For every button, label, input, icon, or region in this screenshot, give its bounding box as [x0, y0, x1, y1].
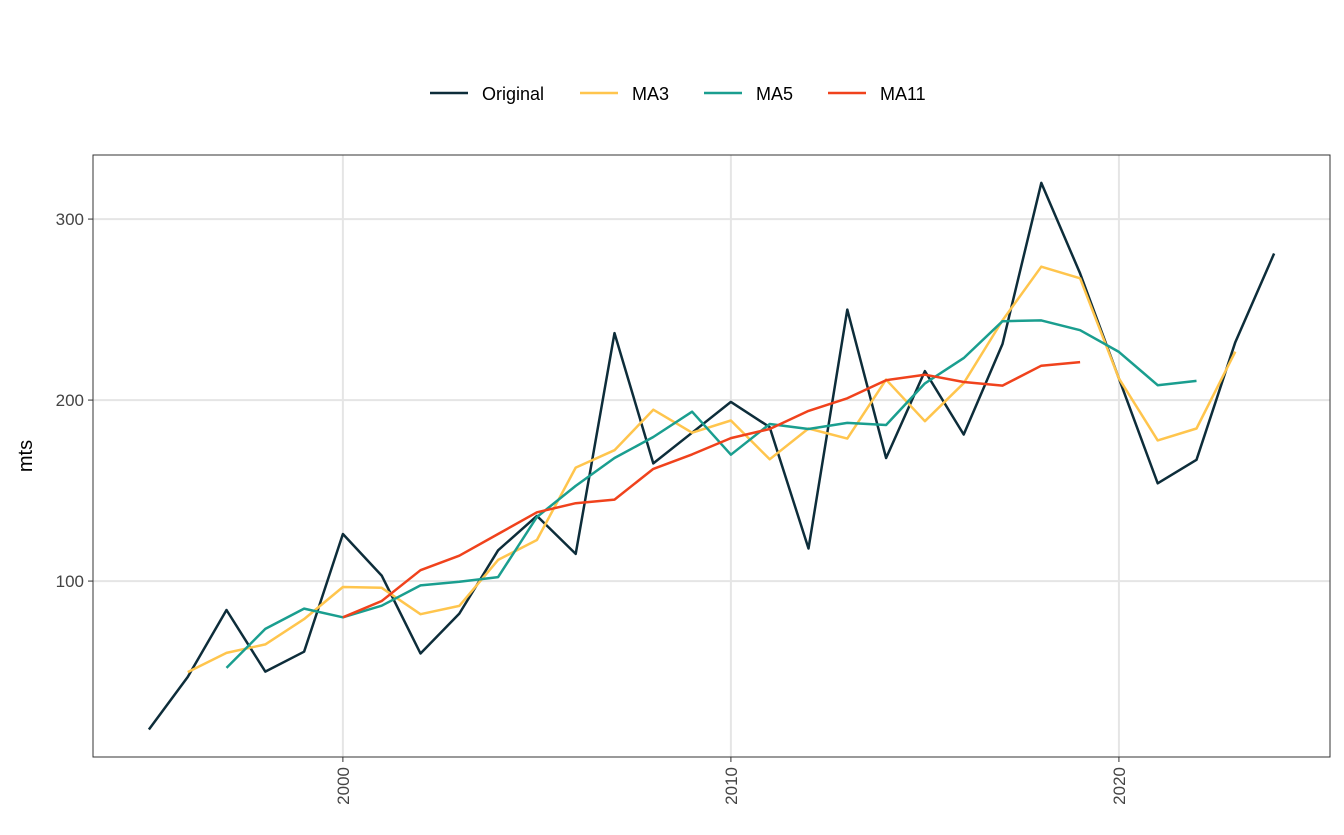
legend-label-original: Original — [482, 84, 544, 104]
legend-label-ma11: MA11 — [880, 84, 926, 104]
legend-label-ma3: MA3 — [632, 84, 669, 104]
series-line-original — [147, 181, 1276, 731]
x-tick-label: 2020 — [1110, 767, 1129, 805]
x-tick-label: 2010 — [722, 767, 741, 805]
series-line-ma3 — [187, 265, 1237, 674]
x-tick-label: 2000 — [334, 767, 353, 805]
series-lines — [147, 181, 1276, 731]
axes: 2000 2010 2020 100 200 300 — [56, 210, 1129, 805]
y-tick-label: 100 — [56, 572, 84, 591]
grid — [93, 155, 1330, 757]
y-axis-label: mts — [15, 440, 37, 472]
series-line-ma11 — [342, 360, 1081, 619]
plot-panel-border — [92, 154, 1331, 758]
legend: Original MA3 MA5 MA11 — [430, 84, 926, 104]
y-tick-label: 300 — [56, 210, 84, 229]
legend-label-ma5: MA5 — [756, 84, 793, 104]
y-tick-label: 200 — [56, 391, 84, 410]
series-line-ma5 — [225, 319, 1197, 669]
